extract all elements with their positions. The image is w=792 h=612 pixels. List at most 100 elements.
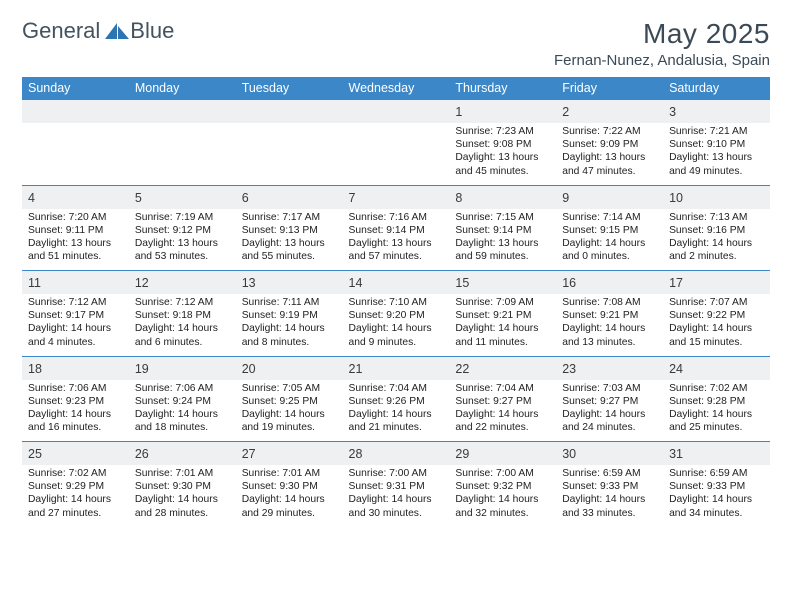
daylight-text: Daylight: 13 hours and 57 minutes. xyxy=(349,237,444,263)
sunset-text: Sunset: 9:30 PM xyxy=(135,480,230,493)
day-number: 27 xyxy=(242,447,256,461)
sunrise-text: Sunrise: 7:15 AM xyxy=(455,211,550,224)
sunrise-text: Sunrise: 7:12 AM xyxy=(135,296,230,309)
daylight-text: Daylight: 14 hours and 2 minutes. xyxy=(669,237,764,263)
day-number: 16 xyxy=(562,276,576,290)
sunrise-text: Sunrise: 7:17 AM xyxy=(242,211,337,224)
header: General Blue May 2025 Fernan-Nunez, Anda… xyxy=(22,18,770,69)
daylight-text: Daylight: 14 hours and 13 minutes. xyxy=(562,322,657,348)
day-cell-number: 31 xyxy=(663,442,770,466)
day-cell-detail xyxy=(236,123,343,185)
day-cell-number: 25 xyxy=(22,442,129,466)
sunset-text: Sunset: 9:14 PM xyxy=(349,224,444,237)
daylight-text: Daylight: 14 hours and 34 minutes. xyxy=(669,493,764,519)
daylight-text: Daylight: 14 hours and 33 minutes. xyxy=(562,493,657,519)
daylight-text: Daylight: 14 hours and 9 minutes. xyxy=(349,322,444,348)
day-cell-detail: Sunrise: 7:20 AMSunset: 9:11 PMDaylight:… xyxy=(22,209,129,271)
day-cell-number xyxy=(129,100,236,124)
day-number: 1 xyxy=(455,105,462,119)
day-cell-number: 9 xyxy=(556,185,663,209)
week-daynum-row: 45678910 xyxy=(22,185,770,209)
day-cell-detail xyxy=(343,123,450,185)
sunset-text: Sunset: 9:11 PM xyxy=(28,224,123,237)
day-cell-number xyxy=(236,100,343,124)
day-cell-number: 22 xyxy=(449,356,556,380)
day-cell-number: 12 xyxy=(129,271,236,295)
day-cell-detail: Sunrise: 7:07 AMSunset: 9:22 PMDaylight:… xyxy=(663,294,770,356)
daylight-text: Daylight: 13 hours and 51 minutes. xyxy=(28,237,123,263)
day-cell-detail: Sunrise: 7:22 AMSunset: 9:09 PMDaylight:… xyxy=(556,123,663,185)
week-detail-row: Sunrise: 7:02 AMSunset: 9:29 PMDaylight:… xyxy=(22,465,770,527)
daylight-text: Daylight: 13 hours and 49 minutes. xyxy=(669,151,764,177)
sunrise-text: Sunrise: 7:20 AM xyxy=(28,211,123,224)
day-number: 19 xyxy=(135,362,149,376)
sunset-text: Sunset: 9:09 PM xyxy=(562,138,657,151)
sunset-text: Sunset: 9:21 PM xyxy=(562,309,657,322)
sunrise-text: Sunrise: 7:01 AM xyxy=(242,467,337,480)
sunrise-text: Sunrise: 7:10 AM xyxy=(349,296,444,309)
sunrise-text: Sunrise: 7:21 AM xyxy=(669,125,764,138)
daylight-text: Daylight: 14 hours and 24 minutes. xyxy=(562,408,657,434)
day-cell-number xyxy=(22,100,129,124)
day-cell-number: 2 xyxy=(556,100,663,124)
day-number: 18 xyxy=(28,362,42,376)
sunrise-text: Sunrise: 7:07 AM xyxy=(669,296,764,309)
sunset-text: Sunset: 9:21 PM xyxy=(455,309,550,322)
day-cell-number: 18 xyxy=(22,356,129,380)
sunset-text: Sunset: 9:10 PM xyxy=(669,138,764,151)
sunset-text: Sunset: 9:25 PM xyxy=(242,395,337,408)
day-cell-detail: Sunrise: 7:12 AMSunset: 9:17 PMDaylight:… xyxy=(22,294,129,356)
sunrise-text: Sunrise: 7:16 AM xyxy=(349,211,444,224)
day-number: 9 xyxy=(562,191,569,205)
day-cell-detail: Sunrise: 7:14 AMSunset: 9:15 PMDaylight:… xyxy=(556,209,663,271)
day-cell-detail: Sunrise: 7:02 AMSunset: 9:29 PMDaylight:… xyxy=(22,465,129,527)
daylight-text: Daylight: 14 hours and 25 minutes. xyxy=(669,408,764,434)
sunrise-text: Sunrise: 6:59 AM xyxy=(669,467,764,480)
calendar-table: Sunday Monday Tuesday Wednesday Thursday… xyxy=(22,77,770,527)
sunset-text: Sunset: 9:16 PM xyxy=(669,224,764,237)
day-cell-detail: Sunrise: 7:12 AMSunset: 9:18 PMDaylight:… xyxy=(129,294,236,356)
daylight-text: Daylight: 14 hours and 28 minutes. xyxy=(135,493,230,519)
day-cell-detail: Sunrise: 7:15 AMSunset: 9:14 PMDaylight:… xyxy=(449,209,556,271)
sunset-text: Sunset: 9:30 PM xyxy=(242,480,337,493)
sunrise-text: Sunrise: 7:13 AM xyxy=(669,211,764,224)
sunrise-text: Sunrise: 7:14 AM xyxy=(562,211,657,224)
daylight-text: Daylight: 14 hours and 11 minutes. xyxy=(455,322,550,348)
day-cell-number: 7 xyxy=(343,185,450,209)
day-cell-number: 30 xyxy=(556,442,663,466)
day-cell-number: 3 xyxy=(663,100,770,124)
day-cell-detail: Sunrise: 7:04 AMSunset: 9:27 PMDaylight:… xyxy=(449,380,556,442)
day-cell-detail: Sunrise: 7:16 AMSunset: 9:14 PMDaylight:… xyxy=(343,209,450,271)
dow-thursday: Thursday xyxy=(449,77,556,100)
week-daynum-row: 25262728293031 xyxy=(22,442,770,466)
sunset-text: Sunset: 9:27 PM xyxy=(455,395,550,408)
day-cell-number: 29 xyxy=(449,442,556,466)
week-daynum-row: 18192021222324 xyxy=(22,356,770,380)
day-cell-detail: Sunrise: 7:08 AMSunset: 9:21 PMDaylight:… xyxy=(556,294,663,356)
day-cell-detail: Sunrise: 7:21 AMSunset: 9:10 PMDaylight:… xyxy=(663,123,770,185)
day-cell-detail: Sunrise: 7:13 AMSunset: 9:16 PMDaylight:… xyxy=(663,209,770,271)
sunset-text: Sunset: 9:22 PM xyxy=(669,309,764,322)
daylight-text: Daylight: 14 hours and 8 minutes. xyxy=(242,322,337,348)
sunrise-text: Sunrise: 7:09 AM xyxy=(455,296,550,309)
day-cell-number: 24 xyxy=(663,356,770,380)
sunrise-text: Sunrise: 7:02 AM xyxy=(669,382,764,395)
day-cell-number: 26 xyxy=(129,442,236,466)
day-number: 15 xyxy=(455,276,469,290)
dow-wednesday: Wednesday xyxy=(343,77,450,100)
day-number: 30 xyxy=(562,447,576,461)
day-number: 21 xyxy=(349,362,363,376)
sunrise-text: Sunrise: 7:05 AM xyxy=(242,382,337,395)
week-daynum-row: 1 23 xyxy=(22,100,770,124)
sunset-text: Sunset: 9:20 PM xyxy=(349,309,444,322)
day-cell-detail: Sunrise: 7:09 AMSunset: 9:21 PMDaylight:… xyxy=(449,294,556,356)
sunrise-text: Sunrise: 7:23 AM xyxy=(455,125,550,138)
sunset-text: Sunset: 9:18 PM xyxy=(135,309,230,322)
day-cell-number: 17 xyxy=(663,271,770,295)
sunrise-text: Sunrise: 7:22 AM xyxy=(562,125,657,138)
day-cell-detail: Sunrise: 7:17 AMSunset: 9:13 PMDaylight:… xyxy=(236,209,343,271)
sunrise-text: Sunrise: 7:19 AM xyxy=(135,211,230,224)
daylight-text: Daylight: 13 hours and 47 minutes. xyxy=(562,151,657,177)
sunset-text: Sunset: 9:26 PM xyxy=(349,395,444,408)
day-cell-detail: Sunrise: 7:01 AMSunset: 9:30 PMDaylight:… xyxy=(236,465,343,527)
